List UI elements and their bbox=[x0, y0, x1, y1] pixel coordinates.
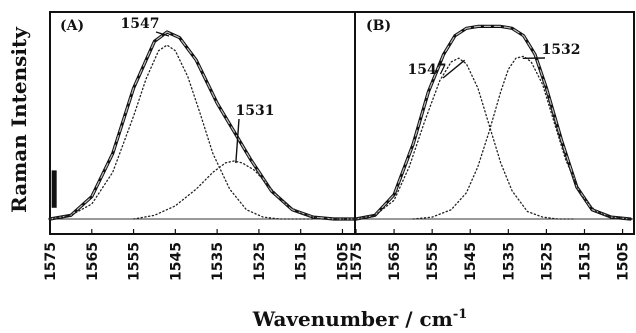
leader-line-0-0 bbox=[155, 31, 170, 37]
x-tick-label-0-5: 1525 bbox=[252, 242, 268, 281]
x-axis-label-superscript: -1 bbox=[453, 307, 467, 322]
x-tick-label-1-4: 1535 bbox=[501, 242, 517, 281]
leader-line-1-0 bbox=[442, 59, 466, 79]
peak-label-0-0: 1547 bbox=[121, 16, 160, 32]
spectral-curves bbox=[48, 24, 632, 221]
x-tick-label-1-1: 1565 bbox=[387, 242, 403, 281]
x-tick-label-0-7: 1505 bbox=[336, 242, 352, 281]
x-tick-label-1-2: 1555 bbox=[425, 242, 441, 281]
series-spectrum-1-0 bbox=[354, 24, 632, 221]
x-tick-label-0-0: 1575 bbox=[43, 242, 59, 281]
leader-line-0-1 bbox=[235, 118, 240, 164]
x-tick-label-0-4: 1535 bbox=[210, 242, 226, 281]
series-component-0-3 bbox=[132, 160, 356, 220]
x-tick-label-1-7: 1505 bbox=[616, 242, 632, 281]
series-fit-0-1 bbox=[49, 31, 356, 220]
x-tick-label-1-3: 1545 bbox=[463, 242, 479, 281]
panel-tag-1: (B) bbox=[366, 18, 391, 34]
x-tick-label-1-5: 1525 bbox=[539, 242, 555, 281]
peak-label-0-1: 1531 bbox=[236, 103, 275, 119]
peak-label-1-0: 1547 bbox=[408, 62, 447, 78]
scale-bar bbox=[51, 170, 57, 208]
x-tick-label-1-6: 1515 bbox=[578, 242, 594, 281]
x-tick-label-1-0: 1575 bbox=[349, 242, 365, 281]
series-component-1-3 bbox=[412, 55, 631, 220]
annotations: (A) 1547 1531 (B) 1547 1532 bbox=[51, 16, 581, 208]
panel-tag-0: (A) bbox=[60, 18, 84, 34]
peak-label-1-1: 1532 bbox=[542, 42, 581, 58]
x-tick-label-0-2: 1555 bbox=[127, 242, 143, 281]
x-tick-label-0-3: 1545 bbox=[168, 242, 184, 281]
x-axis-label-main: Wavenumber / cm bbox=[252, 307, 453, 331]
x-tick-label-0-1: 1565 bbox=[85, 242, 101, 281]
y-axis-label: Raman Intensity bbox=[7, 26, 31, 213]
series-spectrum-0-0 bbox=[48, 30, 357, 221]
series-component-1-2 bbox=[355, 57, 574, 220]
series-component-0-2 bbox=[49, 44, 314, 220]
x-tick-label-0-6: 1515 bbox=[294, 242, 310, 281]
x-axis-label: Wavenumber / cm-1 bbox=[252, 307, 468, 331]
